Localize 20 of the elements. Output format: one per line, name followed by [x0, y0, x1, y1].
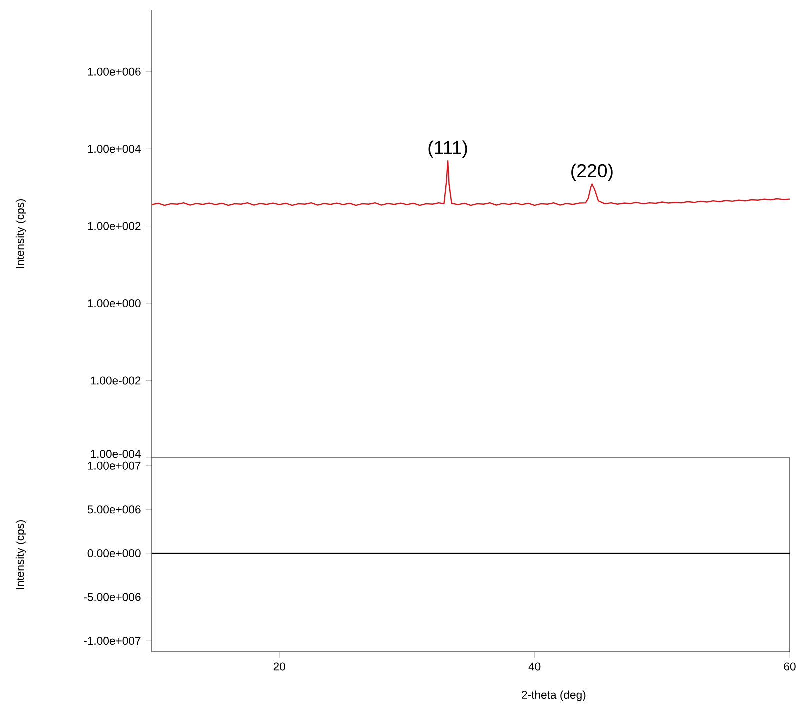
y-axis-title: Intensity (cps): [16, 199, 26, 268]
y-tick-label: 0.00e+000: [88, 549, 141, 558]
line-series: [152, 160, 790, 206]
y-tick-label: -5.00e+006: [84, 593, 141, 602]
annotation: (220): [572, 164, 613, 182]
y-tick-label: 1.00e-002: [91, 376, 141, 385]
annotation: (111): [428, 140, 468, 158]
y-tick-label: 1.00e+006: [88, 68, 141, 76]
y-tick-label: 1.00e+004: [88, 145, 141, 154]
y-tick-label: 1.00e-004: [91, 450, 141, 458]
y-tick-label: -1.00e+007: [84, 637, 141, 646]
x-tick-label: 60: [784, 662, 796, 671]
y-axis-title: Intensity (cps): [16, 520, 26, 590]
x-tick-label: 40: [528, 662, 541, 671]
y-tick-label: 1.00e+007: [88, 462, 141, 470]
y-tick-label: 5.00e+006: [88, 506, 141, 514]
y-tick-label: 1.00e+000: [88, 300, 141, 308]
x-axis-title: 2-theta (deg): [522, 690, 586, 702]
y-tick-label: 1.00e+002: [88, 222, 141, 230]
x-tick-label: 20: [274, 662, 286, 671]
